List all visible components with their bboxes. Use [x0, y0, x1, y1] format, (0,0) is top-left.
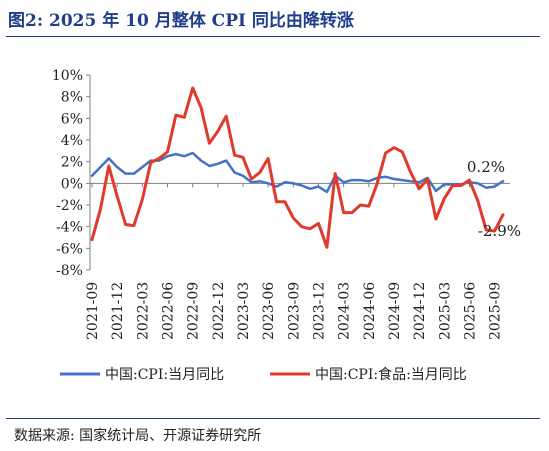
x-tick-label: 2022-06 — [160, 282, 176, 340]
x-tick-label: 2024-06 — [362, 282, 378, 340]
x-tick-label: 2021-12 — [110, 282, 126, 340]
y-tick-label: 6% — [61, 111, 83, 127]
annotation-layer: 0.2% -2.9% — [467, 158, 521, 240]
legend-label-cpi: 中国:CPI:当月同比 — [105, 367, 224, 383]
legend: 中国:CPI:当月同比 中国:CPI:食品:当月同比 — [60, 366, 467, 383]
source-divider — [6, 418, 540, 419]
x-tick-label: 2024-12 — [412, 282, 428, 340]
legend-label-food-cpi: 中国:CPI:食品:当月同比 — [315, 366, 467, 383]
series-line-food-cpi — [90, 86, 505, 249]
x-tick-label: 2023-03 — [236, 282, 252, 340]
x-axis: 2021-09 2021-12 2022-03 2022-06 2022-09 2022-… — [85, 182, 510, 340]
x-tick-label: 2024-03 — [337, 282, 353, 340]
x-tick-label: 2023-06 — [261, 282, 277, 340]
y-tick-label: 4% — [61, 133, 83, 149]
data-source: 数据来源: 国家统计局、开源证券研究所 — [14, 428, 262, 444]
y-tick-label: -2% — [56, 198, 83, 214]
y-tick-label: 0% — [61, 176, 83, 192]
y-tick-label: 8% — [61, 90, 83, 106]
x-tick-label: 2021-09 — [85, 282, 101, 340]
y-tick-label: -4% — [56, 220, 83, 236]
y-tick-label: 2% — [61, 155, 83, 171]
title-divider — [6, 36, 540, 37]
chart-title: 图2: 2025 年 10 月整体 CPI 同比由降转涨 — [8, 11, 354, 31]
data-label: -2.9% — [478, 222, 521, 240]
x-tick-label: 2023-09 — [286, 282, 302, 340]
y-tick-label: -8% — [56, 263, 83, 279]
y-tick-label: -6% — [56, 241, 83, 257]
x-tick-label: 2025-03 — [437, 282, 453, 340]
y-axis: -8% -6% -4% -2% 0% 2% 4% 6% 8% 10% — [52, 68, 91, 279]
series-layer — [90, 86, 505, 249]
x-tick-label: 2024-09 — [387, 282, 403, 340]
x-tick-label: 2023-12 — [311, 282, 327, 340]
x-tick-label: 2022-03 — [135, 282, 151, 340]
line-chart: -8% -6% -4% -2% 0% 2% 4% 6% 8% 10% 2021-09 2021-12… — [52, 68, 521, 383]
data-label: 0.2% — [467, 158, 505, 176]
x-tick-label: 2025-09 — [488, 282, 504, 340]
x-tick-label: 2022-09 — [186, 282, 202, 340]
x-tick-label: 2022-12 — [211, 282, 227, 340]
series-line-cpi — [90, 151, 505, 194]
x-tick-label: 2025-06 — [462, 282, 478, 340]
y-tick-label: 10% — [52, 68, 83, 84]
